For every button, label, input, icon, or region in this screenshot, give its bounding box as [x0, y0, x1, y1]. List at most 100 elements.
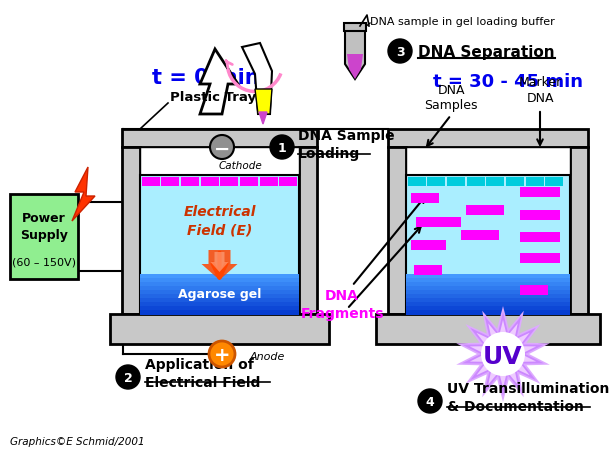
Polygon shape	[462, 312, 544, 396]
Bar	[140, 278, 299, 283]
Text: Electrical
Field (E): Electrical Field (E)	[183, 204, 256, 237]
Polygon shape	[200, 50, 238, 115]
Bar	[406, 306, 570, 311]
Bar	[344, 24, 366, 32]
FancyArrow shape	[201, 250, 237, 281]
Bar	[466, 206, 504, 216]
Text: t = 30 - 45 min: t = 30 - 45 min	[433, 73, 583, 91]
Bar	[162, 178, 179, 187]
Text: UV: UV	[483, 344, 523, 368]
Bar	[406, 274, 570, 279]
Circle shape	[210, 136, 234, 160]
Circle shape	[418, 389, 442, 413]
Bar	[122, 130, 317, 147]
Bar	[140, 299, 299, 303]
Bar	[520, 232, 560, 243]
Bar	[388, 130, 588, 147]
Polygon shape	[242, 44, 272, 115]
Bar	[376, 314, 600, 344]
FancyArrow shape	[211, 253, 228, 272]
Text: Application of
Electrical Field: Application of Electrical Field	[145, 358, 260, 389]
Bar	[406, 278, 570, 283]
Circle shape	[270, 136, 294, 160]
Bar	[461, 230, 499, 240]
Polygon shape	[259, 113, 267, 125]
Bar	[220, 178, 238, 187]
Text: Plastic Tray: Plastic Tray	[170, 91, 256, 104]
Text: Marker
DNA: Marker DNA	[518, 75, 562, 104]
Bar	[406, 310, 570, 315]
Bar	[406, 299, 570, 303]
Bar	[388, 147, 406, 314]
Bar	[122, 147, 140, 314]
Bar	[10, 194, 78, 279]
Bar	[447, 178, 465, 187]
Bar	[506, 178, 524, 187]
Bar	[141, 178, 160, 187]
Bar	[140, 295, 299, 299]
Text: (60 – 150V): (60 – 150V)	[12, 258, 76, 267]
Bar	[140, 310, 299, 315]
Bar	[201, 178, 218, 187]
Circle shape	[481, 332, 525, 376]
Bar	[406, 290, 570, 295]
Bar	[520, 211, 560, 221]
Text: DNA Separation: DNA Separation	[418, 44, 554, 60]
Polygon shape	[470, 320, 536, 388]
Bar	[487, 178, 504, 187]
Text: 3: 3	[396, 46, 405, 60]
Bar	[406, 302, 570, 307]
Bar	[140, 306, 299, 311]
Text: DNA
Samples: DNA Samples	[424, 83, 478, 112]
Polygon shape	[255, 90, 272, 115]
Bar	[411, 240, 446, 250]
Text: −: −	[214, 139, 230, 158]
Text: 4: 4	[425, 396, 435, 409]
Bar	[406, 282, 570, 287]
Bar	[520, 188, 560, 198]
Bar	[259, 178, 278, 187]
Bar	[545, 178, 563, 187]
Polygon shape	[347, 55, 363, 80]
Bar	[140, 286, 299, 291]
Bar	[110, 314, 329, 344]
Bar	[140, 290, 299, 295]
Bar	[240, 178, 258, 187]
Bar	[416, 217, 461, 227]
Text: Power
Supply: Power Supply	[20, 212, 68, 241]
Bar	[140, 147, 299, 175]
Bar	[520, 285, 548, 295]
Bar	[140, 175, 299, 314]
Text: Graphics©E Schmid/2001: Graphics©E Schmid/2001	[10, 436, 144, 446]
Bar	[299, 147, 317, 314]
Bar	[279, 178, 297, 187]
Bar	[570, 147, 588, 314]
Text: +: +	[214, 346, 230, 365]
Text: UV Transillumination
& Documentation: UV Transillumination & Documentation	[447, 382, 610, 413]
Text: 2: 2	[124, 372, 132, 385]
Polygon shape	[72, 168, 95, 221]
Bar	[467, 178, 485, 187]
Bar	[526, 178, 543, 187]
Bar	[406, 286, 570, 291]
Circle shape	[388, 40, 412, 64]
Bar	[140, 302, 299, 307]
Bar	[427, 178, 446, 187]
Text: Cathode: Cathode	[218, 161, 262, 170]
Text: DNA
Fragments: DNA Fragments	[300, 289, 384, 320]
Text: t = 0 min: t = 0 min	[152, 68, 259, 88]
Polygon shape	[456, 306, 550, 402]
Text: 1: 1	[278, 142, 286, 155]
Bar	[406, 295, 570, 299]
Bar	[181, 178, 199, 187]
Circle shape	[116, 365, 140, 389]
Bar	[520, 253, 560, 263]
Text: DNA sample in gel loading buffer: DNA sample in gel loading buffer	[370, 17, 554, 27]
Circle shape	[209, 341, 235, 367]
Text: DNA Sample
Loading: DNA Sample Loading	[298, 129, 395, 160]
Bar	[140, 274, 299, 279]
Bar	[406, 147, 570, 175]
Bar	[140, 282, 299, 287]
Bar	[411, 193, 439, 203]
Bar	[408, 178, 426, 187]
